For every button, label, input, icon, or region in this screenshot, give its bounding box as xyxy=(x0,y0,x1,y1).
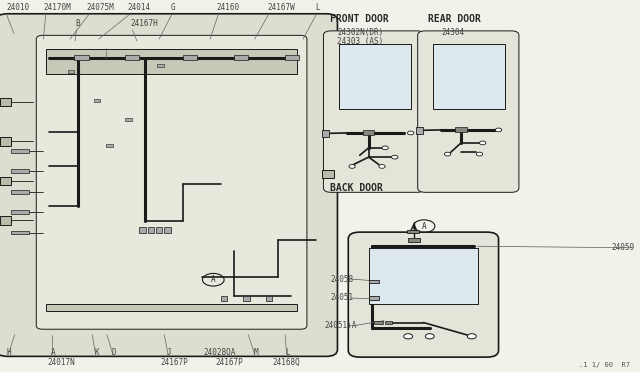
Text: 24167P: 24167P xyxy=(215,358,243,367)
Bar xyxy=(68,70,74,73)
Bar xyxy=(157,64,164,67)
Circle shape xyxy=(349,164,355,168)
Text: K: K xyxy=(94,348,99,357)
Text: 24075M: 24075M xyxy=(86,3,114,12)
Bar xyxy=(140,227,146,232)
Bar xyxy=(433,45,505,109)
FancyBboxPatch shape xyxy=(36,35,307,329)
Bar xyxy=(369,296,380,300)
Text: 24304: 24304 xyxy=(441,28,465,37)
Text: 24059: 24059 xyxy=(611,243,634,252)
Text: A: A xyxy=(51,348,56,357)
Text: D: D xyxy=(111,348,116,357)
Text: 24058: 24058 xyxy=(330,275,353,283)
Text: L: L xyxy=(315,3,320,12)
Text: B: B xyxy=(75,19,80,28)
Text: 24167W: 24167W xyxy=(268,3,295,12)
Bar xyxy=(416,127,424,134)
Bar xyxy=(363,129,374,135)
Bar xyxy=(125,55,140,60)
Bar xyxy=(369,248,477,304)
Bar xyxy=(455,126,467,132)
Bar xyxy=(164,227,171,232)
Text: 24167P: 24167P xyxy=(161,358,188,367)
FancyBboxPatch shape xyxy=(0,14,337,356)
Text: 24028QA: 24028QA xyxy=(204,348,236,357)
Bar xyxy=(0,137,12,145)
Bar xyxy=(46,49,298,74)
Bar xyxy=(11,190,29,193)
Bar xyxy=(0,177,12,185)
Circle shape xyxy=(479,141,486,145)
Bar xyxy=(266,296,272,301)
Bar xyxy=(148,227,154,232)
Circle shape xyxy=(382,146,388,150)
Bar xyxy=(11,210,29,214)
Bar xyxy=(183,55,196,60)
Bar xyxy=(0,98,12,106)
Text: H: H xyxy=(6,348,11,357)
Bar xyxy=(234,55,248,60)
Text: 24167H: 24167H xyxy=(131,19,158,28)
Text: 24170M: 24170M xyxy=(44,3,71,12)
Bar xyxy=(369,280,380,283)
Bar xyxy=(46,304,298,311)
Circle shape xyxy=(476,152,483,156)
Text: 24168Q: 24168Q xyxy=(273,358,300,367)
Text: 24014: 24014 xyxy=(127,3,150,12)
Text: 24010: 24010 xyxy=(6,3,29,12)
Bar xyxy=(106,144,113,147)
Text: J: J xyxy=(167,348,172,357)
Text: .1 1/ 00  R7: .1 1/ 00 R7 xyxy=(579,362,630,368)
Bar xyxy=(11,169,29,173)
Bar xyxy=(11,231,29,234)
Text: 24017N: 24017N xyxy=(48,358,76,367)
Bar xyxy=(11,149,29,153)
Bar xyxy=(339,45,411,109)
Text: BACK DOOR: BACK DOOR xyxy=(330,183,383,193)
Circle shape xyxy=(444,152,451,156)
Bar xyxy=(408,230,419,233)
Bar xyxy=(285,55,299,60)
Bar xyxy=(156,227,163,232)
Text: 24051: 24051 xyxy=(330,294,353,302)
Text: A: A xyxy=(211,275,216,284)
Circle shape xyxy=(379,164,385,168)
FancyBboxPatch shape xyxy=(348,232,499,357)
Text: 24160: 24160 xyxy=(216,3,239,12)
Circle shape xyxy=(426,334,434,339)
Bar xyxy=(243,296,250,301)
Text: 24303 (AS): 24303 (AS) xyxy=(337,37,384,46)
Circle shape xyxy=(392,155,398,159)
Text: REAR DOOR: REAR DOOR xyxy=(428,14,481,24)
Bar xyxy=(322,170,333,179)
Text: L: L xyxy=(285,348,290,357)
Text: 24302N(DR): 24302N(DR) xyxy=(337,28,384,37)
Bar xyxy=(385,321,392,324)
Bar xyxy=(374,321,383,324)
Circle shape xyxy=(404,334,413,339)
Text: 24051+A: 24051+A xyxy=(324,321,357,330)
Text: M: M xyxy=(253,348,258,357)
Circle shape xyxy=(495,128,502,132)
FancyBboxPatch shape xyxy=(323,31,425,192)
Text: G: G xyxy=(171,3,175,12)
Circle shape xyxy=(408,131,414,135)
Bar xyxy=(321,130,329,137)
Text: A: A xyxy=(422,222,426,231)
Bar xyxy=(408,238,420,242)
Bar xyxy=(221,296,227,301)
FancyBboxPatch shape xyxy=(418,31,519,192)
Bar xyxy=(0,217,12,225)
Bar xyxy=(93,99,100,102)
Circle shape xyxy=(467,334,476,339)
Text: FRONT DOOR: FRONT DOOR xyxy=(330,14,389,24)
Bar xyxy=(74,55,88,60)
Bar xyxy=(125,118,132,121)
